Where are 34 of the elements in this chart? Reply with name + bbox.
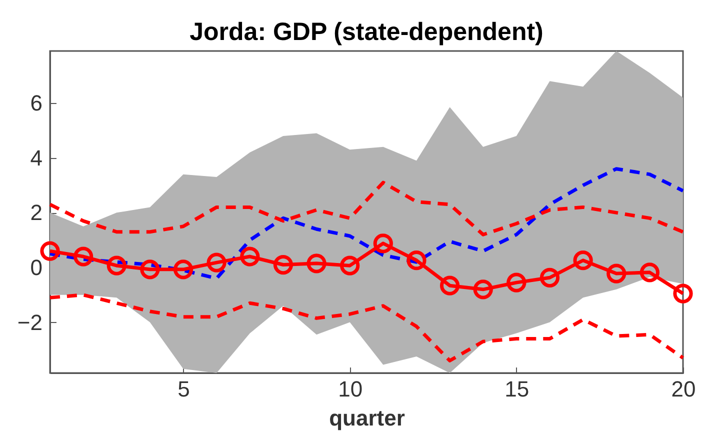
point	[74, 246, 94, 266]
line-series	[48, 293, 685, 362]
point	[473, 280, 493, 300]
y-tick-label: 6	[30, 90, 42, 116]
point	[273, 254, 294, 275]
y-tick-label: −2	[17, 310, 42, 335]
point	[506, 272, 526, 292]
x-axis-title: quarter	[329, 406, 406, 430]
point	[340, 256, 360, 276]
y-tick-label: 2	[30, 200, 42, 226]
point	[673, 284, 693, 304]
point	[306, 254, 326, 274]
point	[606, 264, 626, 284]
point	[173, 260, 194, 280]
x-tick-label: 5	[178, 376, 190, 402]
point	[40, 241, 60, 261]
line-series	[48, 180, 685, 236]
x-tick-label: 10	[338, 376, 363, 402]
x-tick-label: 15	[504, 376, 530, 402]
y-tick-label: 4	[30, 145, 42, 170]
x-tick-label: 20	[671, 376, 696, 402]
point	[406, 250, 426, 270]
point	[106, 256, 126, 276]
point	[373, 234, 393, 254]
point	[206, 252, 226, 272]
point	[140, 260, 160, 280]
point	[540, 268, 560, 288]
point	[440, 276, 460, 296]
y-tick-label: 0	[30, 254, 42, 280]
line-series	[48, 167, 685, 280]
chart-title: Jorda: GDP (state-dependent)	[190, 18, 544, 46]
point	[640, 262, 660, 282]
point	[240, 246, 260, 266]
point	[573, 250, 593, 270]
